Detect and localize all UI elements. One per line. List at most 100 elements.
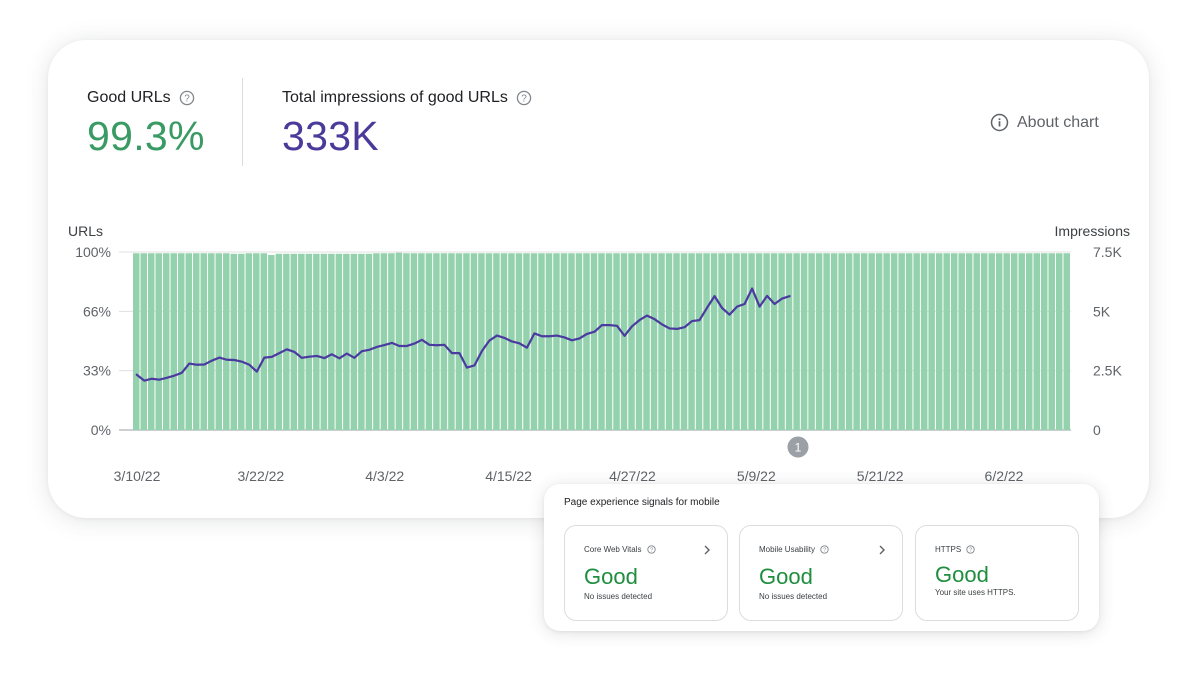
bar[interactable]	[343, 253, 350, 430]
bar[interactable]	[583, 253, 590, 430]
bar[interactable]	[155, 253, 163, 430]
bar[interactable]	[560, 253, 568, 430]
bar[interactable]	[785, 253, 793, 430]
bar[interactable]	[688, 253, 695, 430]
bar[interactable]	[500, 253, 508, 430]
bar[interactable]	[680, 253, 688, 430]
bar[interactable]	[170, 253, 178, 430]
bar[interactable]	[763, 253, 770, 430]
bar[interactable]	[365, 253, 373, 430]
bar[interactable]	[268, 255, 275, 430]
annotation-marker[interactable]: 1	[787, 436, 809, 458]
chevron-right-icon[interactable]	[703, 545, 711, 555]
bar[interactable]	[1048, 253, 1055, 430]
bar[interactable]	[635, 253, 643, 430]
impressions-line[interactable]	[135, 287, 791, 382]
bar[interactable]	[418, 253, 425, 430]
bar[interactable]	[853, 253, 860, 430]
bar[interactable]	[823, 253, 830, 430]
bar[interactable]	[275, 253, 283, 430]
bar[interactable]	[320, 253, 328, 430]
bar[interactable]	[965, 253, 973, 430]
bar[interactable]	[440, 253, 448, 430]
bar[interactable]	[185, 253, 193, 430]
help-icon[interactable]: ?	[966, 545, 975, 554]
bar[interactable]	[538, 253, 545, 430]
help-icon[interactable]: ?	[646, 545, 656, 554]
bar[interactable]	[995, 253, 1003, 430]
bar[interactable]	[283, 253, 290, 430]
bar[interactable]	[208, 253, 215, 430]
bar[interactable]	[313, 253, 320, 430]
https-card[interactable]: HTTPS ? Good Your site uses HTTPS.	[915, 525, 1079, 621]
bar[interactable]	[860, 253, 868, 430]
bar[interactable]	[388, 253, 395, 430]
bar[interactable]	[1033, 253, 1040, 430]
bar[interactable]	[830, 253, 838, 430]
bar[interactable]	[703, 253, 710, 430]
bar[interactable]	[403, 253, 410, 430]
bar[interactable]	[973, 253, 980, 430]
bar[interactable]	[613, 253, 620, 430]
bar[interactable]	[178, 253, 185, 430]
bar[interactable]	[553, 253, 560, 430]
bar[interactable]	[350, 253, 358, 430]
bar[interactable]	[395, 252, 403, 430]
bar[interactable]	[545, 253, 553, 430]
bar[interactable]	[650, 253, 658, 430]
bar[interactable]	[815, 253, 823, 430]
bar[interactable]	[673, 253, 680, 430]
bar[interactable]	[253, 253, 260, 430]
bar[interactable]	[905, 253, 913, 430]
bar[interactable]	[748, 253, 755, 430]
bar[interactable]	[260, 253, 268, 430]
bar[interactable]	[875, 253, 883, 430]
bar[interactable]	[710, 253, 718, 430]
bar[interactable]	[305, 253, 313, 430]
mobile-usability-card[interactable]: Mobile Usability ? Good No issues detect…	[739, 525, 903, 621]
bar[interactable]	[718, 253, 725, 430]
bar[interactable]	[898, 253, 905, 430]
bar[interactable]	[958, 253, 965, 430]
bar[interactable]	[298, 253, 305, 430]
bar[interactable]	[523, 253, 530, 430]
bar[interactable]	[1010, 253, 1018, 430]
bar[interactable]	[1040, 253, 1048, 430]
bar[interactable]	[695, 253, 703, 430]
bar[interactable]	[770, 253, 778, 430]
bar[interactable]	[845, 253, 853, 430]
bar[interactable]	[463, 253, 470, 430]
bar[interactable]	[215, 253, 223, 430]
bar[interactable]	[913, 253, 920, 430]
bar[interactable]	[470, 253, 478, 430]
bar[interactable]	[1018, 253, 1025, 430]
bar[interactable]	[1025, 253, 1033, 430]
bar[interactable]	[358, 253, 365, 430]
bar[interactable]	[778, 253, 785, 430]
core-web-vitals-card[interactable]: Core Web Vitals ? Good No issues detecte…	[564, 525, 728, 621]
bar[interactable]	[740, 253, 748, 430]
help-icon[interactable]: ?	[820, 545, 829, 554]
bar[interactable]	[448, 253, 455, 430]
bar[interactable]	[1055, 253, 1063, 430]
bar[interactable]	[928, 253, 935, 430]
bar[interactable]	[530, 253, 538, 430]
bar[interactable]	[380, 253, 388, 430]
bar[interactable]	[800, 253, 808, 430]
bar[interactable]	[478, 253, 485, 430]
bar[interactable]	[950, 253, 958, 430]
bar[interactable]	[433, 253, 440, 430]
bar[interactable]	[920, 253, 928, 430]
bar[interactable]	[575, 253, 583, 430]
bar[interactable]	[868, 253, 875, 430]
bar[interactable]	[988, 253, 995, 430]
bar[interactable]	[163, 253, 170, 430]
help-icon[interactable]: ?	[179, 90, 195, 106]
bar[interactable]	[200, 253, 208, 430]
bar[interactable]	[140, 253, 148, 430]
bar[interactable]	[238, 253, 245, 430]
bar[interactable]	[245, 253, 253, 430]
bar[interactable]	[223, 253, 230, 430]
bar[interactable]	[133, 253, 140, 430]
bar[interactable]	[598, 253, 605, 430]
